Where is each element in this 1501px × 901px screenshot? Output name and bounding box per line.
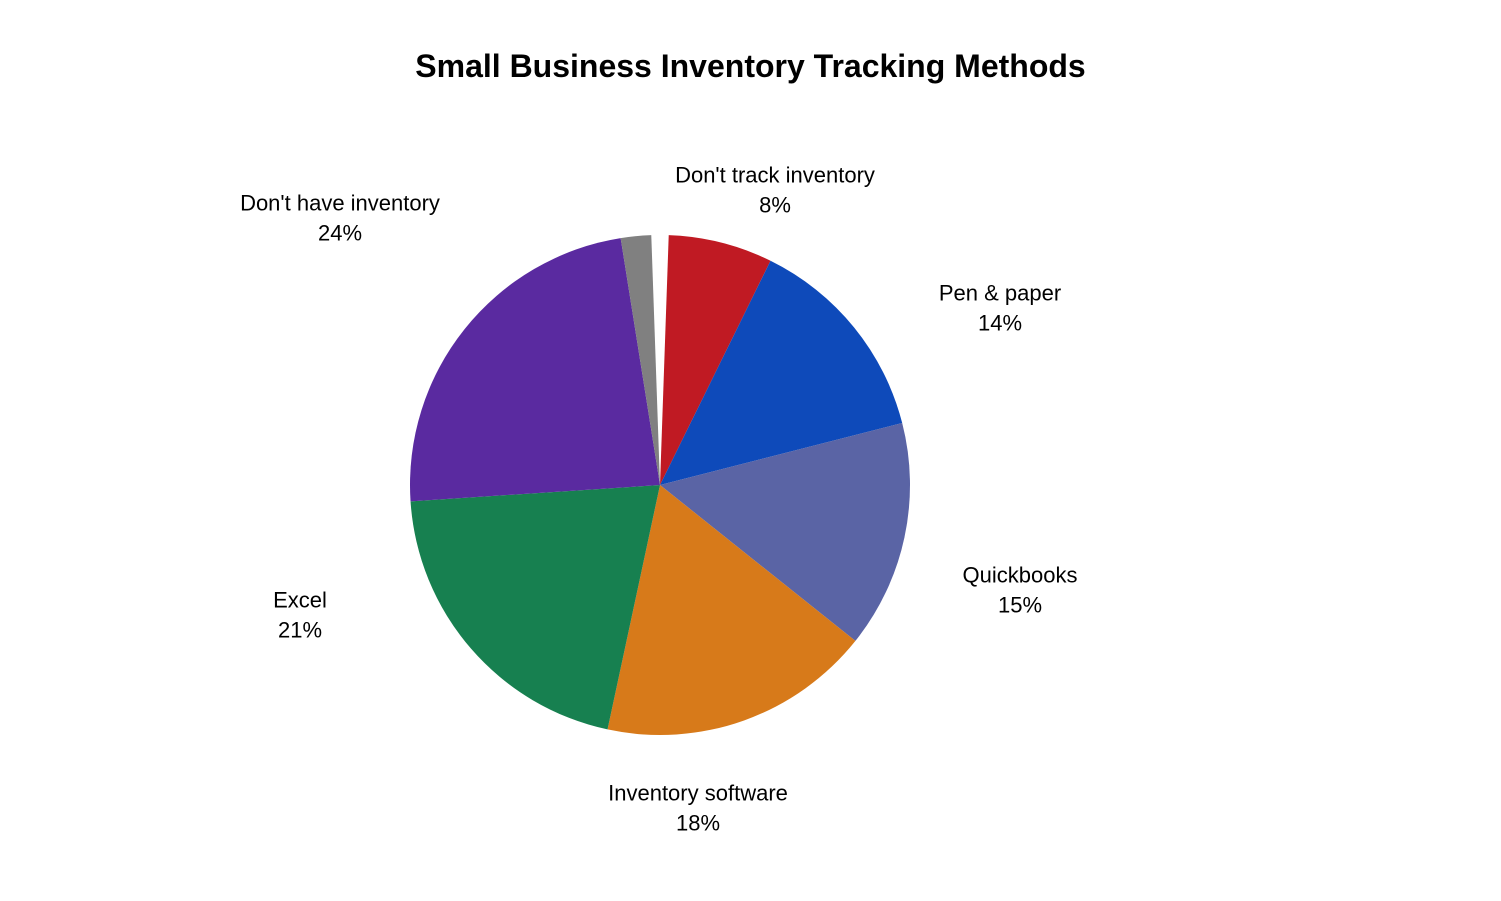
pie-slice [410,238,660,501]
slice-label-text: Excel [273,585,327,615]
slice-label: Quickbooks15% [963,560,1078,619]
pie-chart-svg [0,0,1501,901]
slice-label: Excel21% [273,585,327,644]
slice-label-text: Inventory software [608,778,788,808]
slice-label-percent: 8% [675,190,875,220]
slice-label: Inventory software18% [608,778,788,837]
slice-label: Pen & paper14% [939,278,1061,337]
slice-label-percent: 14% [939,308,1061,338]
slice-label: Don't have inventory24% [240,188,440,247]
slice-label-percent: 21% [273,615,327,645]
chart-container: Small Business Inventory Tracking Method… [0,0,1501,901]
slice-label-text: Pen & paper [939,278,1061,308]
slice-label-text: Quickbooks [963,560,1078,590]
slice-label-text: Don't have inventory [240,188,440,218]
slice-label-text: Don't track inventory [675,160,875,190]
slice-label-percent: 24% [240,218,440,248]
slice-label-percent: 18% [608,808,788,838]
slice-label: Don't track inventory8% [675,160,875,219]
slice-label-percent: 15% [963,590,1078,620]
